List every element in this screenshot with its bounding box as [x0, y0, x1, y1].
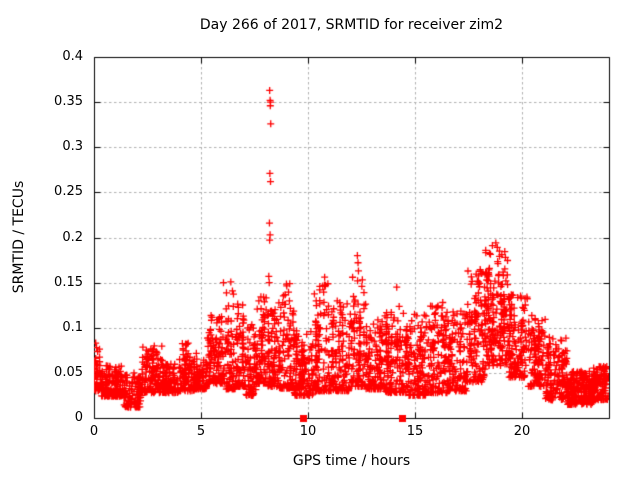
x-tick-label: 15: [406, 424, 424, 439]
y-tick-label: 0.3: [62, 139, 83, 154]
y-tick-label: 0: [74, 410, 83, 425]
x-axis-label: GPS time / hours: [292, 453, 411, 469]
chart-title: Day 266 of 2017, SRMTID for receiver zim…: [199, 17, 504, 33]
y-tick-label: 0.25: [54, 184, 83, 199]
y-tick-label: 0.4: [62, 49, 83, 64]
y-tick-label: 0.35: [54, 94, 83, 109]
y-tick-label: 0.1: [62, 320, 83, 335]
x-tick-label: 10: [299, 424, 317, 439]
y-tick-label: 0.2: [62, 230, 83, 245]
x-tick-label: 20: [513, 424, 531, 439]
y-tick-label: 0.05: [54, 365, 83, 380]
y-tick-label: 0.15: [54, 275, 83, 290]
x-tick-label: 0: [89, 424, 99, 439]
x-tick-label: 5: [196, 424, 206, 439]
